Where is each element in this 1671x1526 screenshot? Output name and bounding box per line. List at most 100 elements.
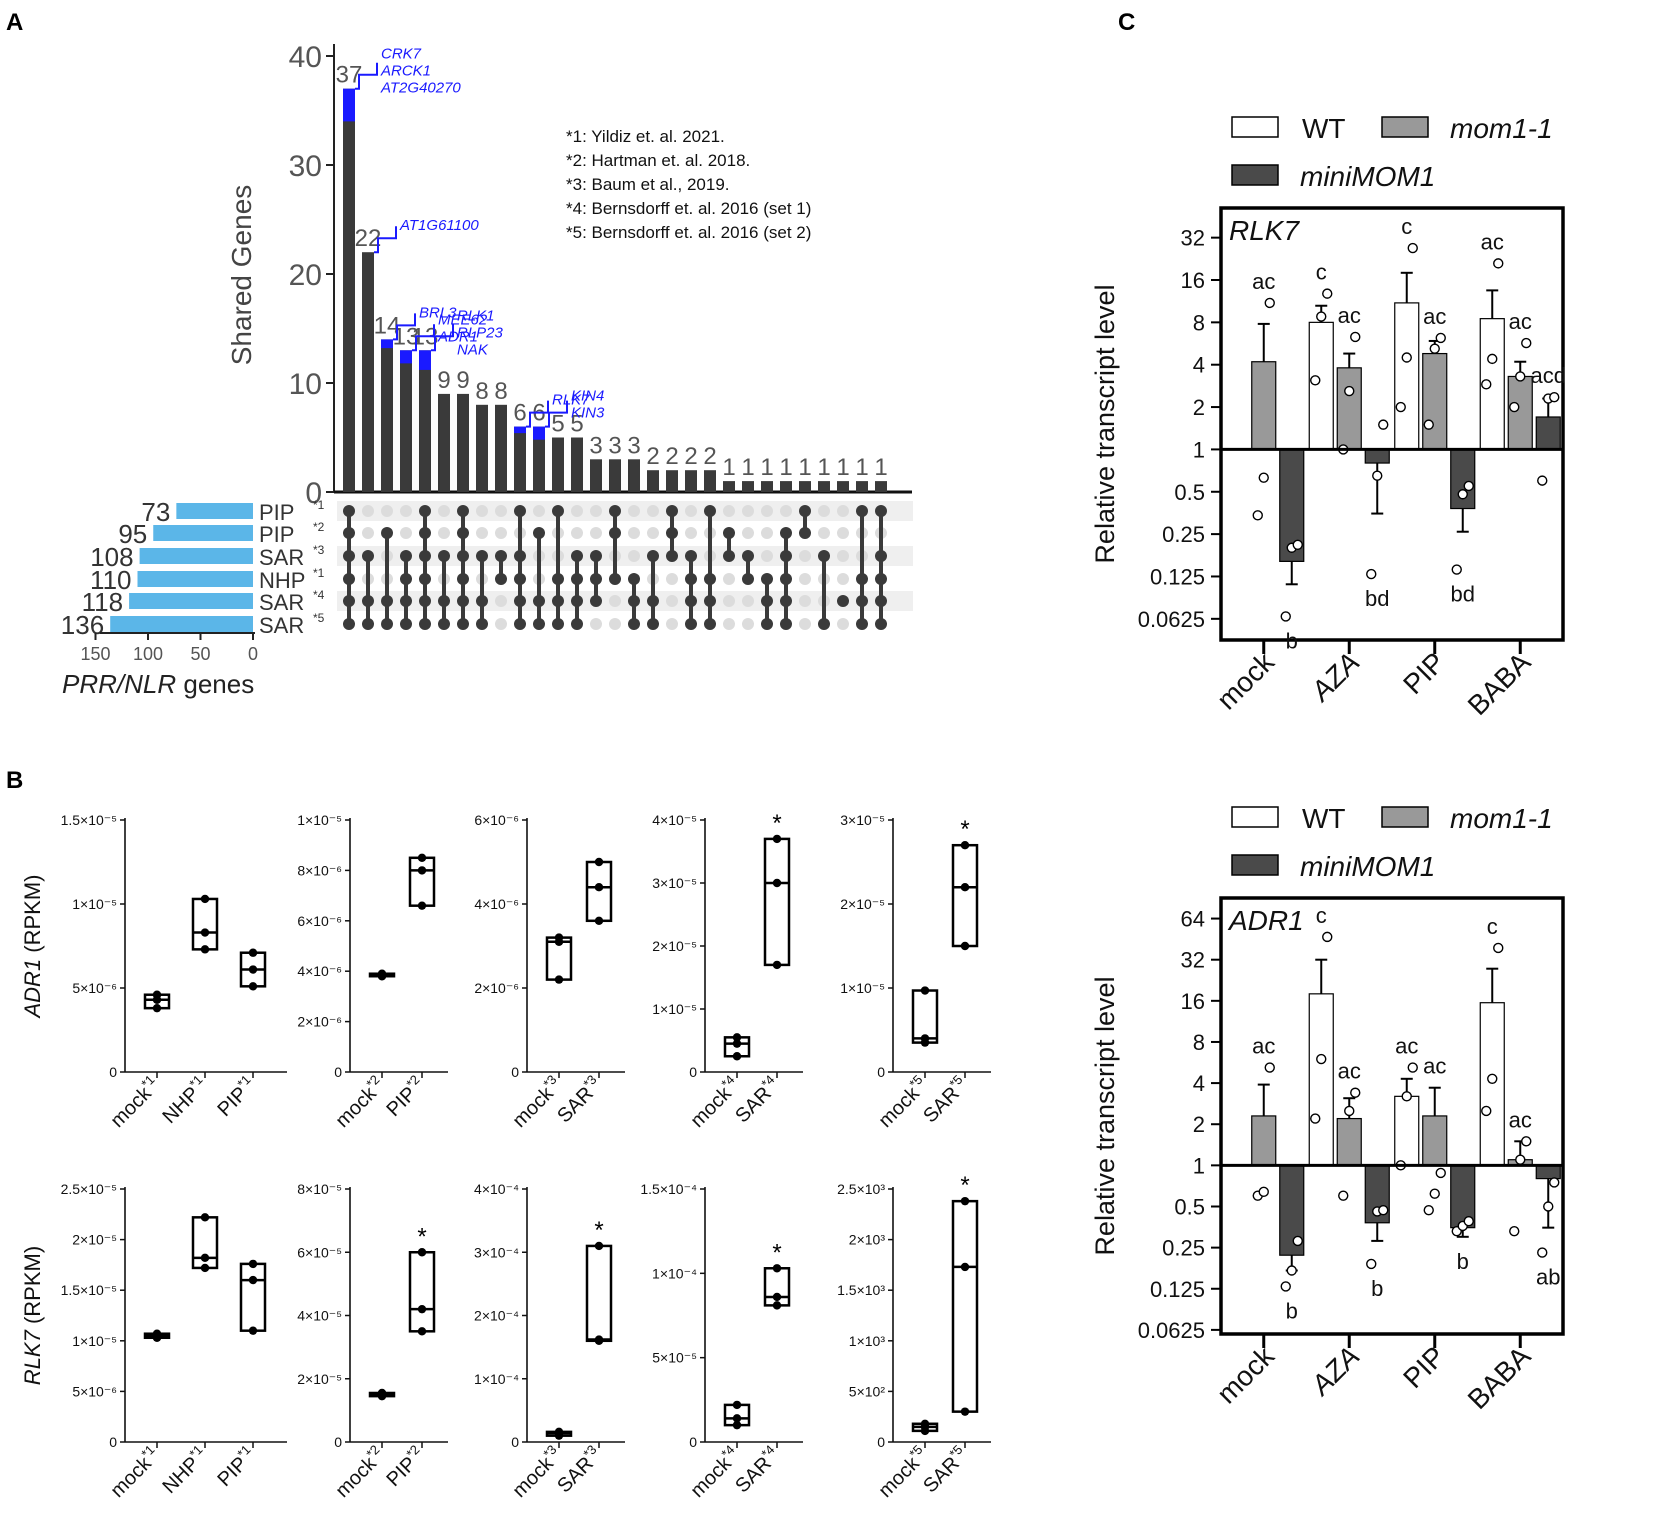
a-bar xyxy=(761,481,773,492)
a-matrix-dot-empty xyxy=(761,505,773,517)
c-y-tick-label: 0.25 xyxy=(1162,522,1205,547)
b-data-point xyxy=(248,1326,258,1335)
a-bar xyxy=(704,470,716,492)
c-bar xyxy=(1479,1002,1505,1166)
a-callout-connector xyxy=(374,226,397,254)
a-y-axis-label: Shared Genes xyxy=(226,185,257,366)
c-bar xyxy=(1535,416,1561,451)
c-data-point xyxy=(1521,337,1532,349)
c-data-point xyxy=(1258,1186,1269,1198)
b-data-point xyxy=(594,1241,604,1251)
a-set-size-bar xyxy=(176,503,253,519)
a-matrix-dot-empty xyxy=(723,573,735,585)
c-x-tick-label: BABA xyxy=(1462,646,1537,721)
a-bar xyxy=(818,481,830,492)
c-bar xyxy=(1308,321,1334,451)
a-bar xyxy=(552,437,564,492)
c-significance-letter: bd xyxy=(1365,586,1389,611)
c-data-point xyxy=(1537,475,1548,486)
c-x-tick-label: BABA xyxy=(1462,1340,1537,1415)
c-data-point xyxy=(1366,568,1377,580)
c-data-point xyxy=(1429,1188,1440,1199)
b-data-point xyxy=(200,928,210,937)
b-y-tick-label: 1×10³ xyxy=(849,1333,886,1349)
a-matrix-dot-empty xyxy=(438,527,450,539)
c-data-point xyxy=(1549,1177,1560,1188)
a-matrix-dot-empty xyxy=(533,505,545,517)
c-bar xyxy=(1251,1115,1277,1166)
c-significance-letter: bd xyxy=(1451,582,1475,607)
b-significance-star: * xyxy=(960,816,969,843)
a-matrix-dot-filled xyxy=(837,595,849,607)
a-matrix-dot-empty xyxy=(818,505,830,517)
c-significance-letter: ac xyxy=(1252,269,1275,294)
a-bar-value-label: 5 xyxy=(551,411,564,438)
c-data-point xyxy=(1310,375,1321,386)
c-data-point xyxy=(1463,480,1474,492)
a-callout-gene-label: AT1G61100 xyxy=(399,217,479,234)
a-bar-value-label: 1 xyxy=(855,454,868,481)
a-matrix-dot-empty xyxy=(818,527,830,539)
c-data-point xyxy=(1286,1265,1297,1276)
a-callout-gene-label: KIN3 xyxy=(571,405,605,422)
c-data-point xyxy=(1280,1281,1291,1292)
b-x-tick-label: PIP*2 xyxy=(380,1072,429,1121)
c-y-axis-label: Relative transcript level xyxy=(1090,976,1120,1255)
b-data-point xyxy=(920,986,930,995)
c-significance-letter: ac xyxy=(1423,304,1446,329)
b-box xyxy=(585,1244,613,1343)
c-data-point xyxy=(1407,1062,1418,1073)
c-y-tick-label: 0.25 xyxy=(1162,1236,1205,1261)
b-data-point xyxy=(417,1327,427,1336)
c-data-point xyxy=(1543,1201,1554,1212)
c-legend-swatch xyxy=(1231,806,1279,828)
panel-label-b: B xyxy=(6,767,23,794)
b-x-tick-label: mock*2 xyxy=(329,1072,389,1132)
a-matrix-dot-empty xyxy=(362,505,374,517)
c-y-tick-label: 8 xyxy=(1193,1030,1205,1055)
c-data-point xyxy=(1435,332,1446,344)
b-y-tick-label: 2.5×10³ xyxy=(837,1181,885,1197)
a-bar xyxy=(628,459,640,492)
a-set-ref: *5 xyxy=(313,611,325,625)
c-y-tick-label: 16 xyxy=(1181,268,1205,293)
b-y-tick-label: 0 xyxy=(689,1064,697,1080)
b-y-tick-label: 3×10⁻⁵ xyxy=(652,875,697,891)
a-matrix-dot-empty xyxy=(647,527,659,539)
c-data-point xyxy=(1378,419,1389,430)
b-box xyxy=(951,1199,979,1413)
b-y-tick-label: 6×10⁻⁶ xyxy=(297,913,342,929)
c-data-point xyxy=(1316,1053,1327,1065)
c-data-point xyxy=(1407,242,1418,254)
a-callout-gene-label: ARCK1 xyxy=(380,63,431,80)
c-legend-label: WT xyxy=(1302,113,1346,144)
a-bar xyxy=(533,426,545,492)
b-x-tick-label: SAR*5 xyxy=(917,1072,972,1127)
b-data-point xyxy=(594,883,604,892)
c-bar xyxy=(1336,367,1362,451)
a-matrix-dot-empty xyxy=(837,550,849,562)
c-data-point xyxy=(1350,1087,1361,1098)
b-x-tick-label: mock*2 xyxy=(329,1442,389,1502)
a-bar-value-label: 14 xyxy=(374,312,401,339)
c-bar xyxy=(1422,1115,1448,1166)
c-data-point xyxy=(1395,401,1406,413)
a-bar-highlight xyxy=(343,88,355,122)
c-x-tick-label: AZA xyxy=(1304,1340,1366,1402)
b-y-tick-label: 2×10³ xyxy=(849,1232,886,1248)
a-bar-value-label: 2 xyxy=(665,443,678,470)
a-callout-gene-label: RLK7 xyxy=(552,392,590,409)
b-data-point xyxy=(554,975,564,984)
a-matrix-dot-empty xyxy=(400,527,412,539)
b-data-point xyxy=(960,1196,970,1206)
b-data-point xyxy=(200,894,210,904)
b-x-tick-label: SAR*3 xyxy=(551,1072,606,1127)
c-data-point xyxy=(1481,379,1492,390)
b-y-tick-label: 4×10⁻⁶ xyxy=(297,963,342,979)
b-y-tick-label: 1×10⁻⁵ xyxy=(840,980,885,996)
a-matrix-dot-empty xyxy=(666,573,678,585)
a-set-name: SAR xyxy=(259,590,304,615)
c-x-tick-label: mock xyxy=(1211,1340,1281,1410)
b-x-tick-label: SAR*5 xyxy=(917,1442,972,1497)
